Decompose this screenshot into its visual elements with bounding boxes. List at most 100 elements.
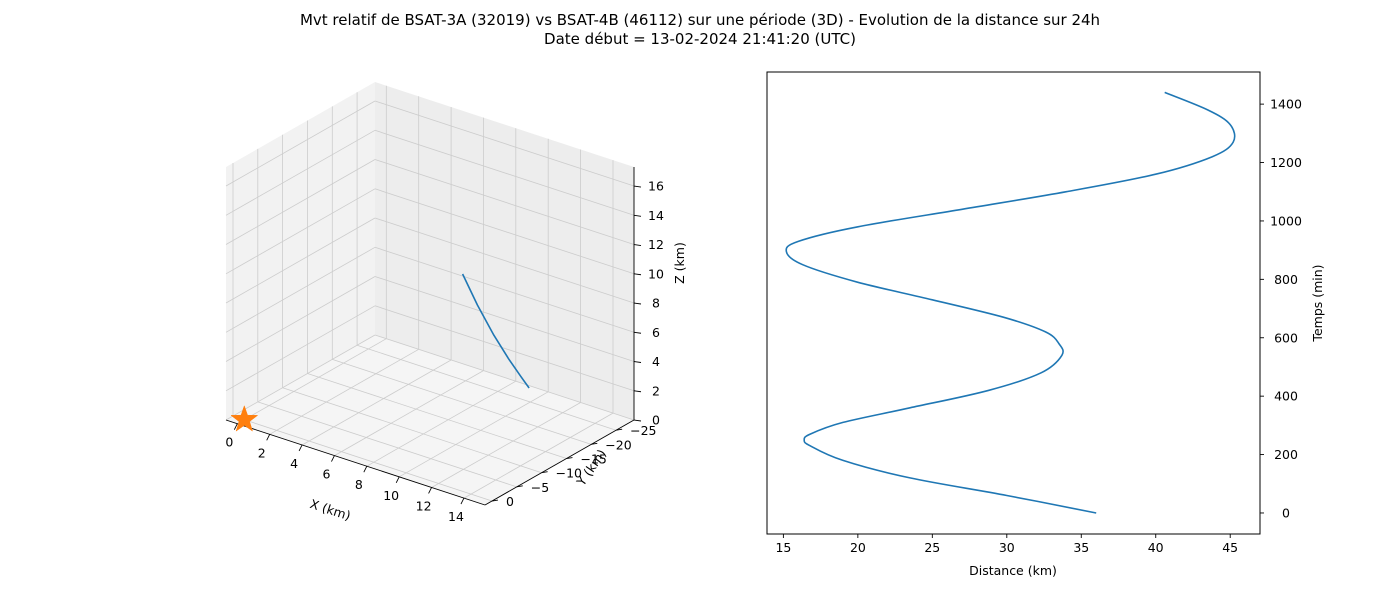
grid-line-z xyxy=(374,159,635,245)
y-tick-label: 1200 xyxy=(1270,155,1302,170)
grid-line-z xyxy=(225,276,376,362)
z-tick-label: 12 xyxy=(648,237,664,252)
back-pane xyxy=(375,82,634,420)
z-tick xyxy=(633,214,642,217)
grid-line-z xyxy=(374,246,635,333)
z-tick-label: 0 xyxy=(652,413,660,428)
x-tick xyxy=(428,487,432,494)
x-tick xyxy=(395,476,400,484)
x-tick-label: 2 xyxy=(258,445,266,460)
chart-3d-relative-motion: 024681012140−5−10−15−20−250246810121416X… xyxy=(225,82,687,524)
z-axis-label: Z (km) xyxy=(672,242,687,284)
z-tick xyxy=(633,331,642,334)
grid-line-z xyxy=(225,100,376,187)
x-tick xyxy=(233,423,238,430)
grid-line-y xyxy=(332,359,592,445)
y-tick-label: 0 xyxy=(1282,506,1290,521)
grid-line-z xyxy=(225,334,376,421)
y-tick-label: −20 xyxy=(605,437,631,452)
y-tick-label: 1000 xyxy=(1270,213,1302,228)
grid-line-y xyxy=(282,387,542,474)
y-tick-label: 0 xyxy=(506,494,514,509)
grid-line-y xyxy=(232,415,493,502)
x-tick-label: 15 xyxy=(775,540,791,555)
y-tick-label: −5 xyxy=(531,480,549,495)
y-tick xyxy=(491,499,499,502)
grid-line-x xyxy=(334,370,484,456)
grid-line-y xyxy=(356,344,617,431)
x-tick-label: 25 xyxy=(924,540,940,555)
y-tick-label: −15 xyxy=(581,452,607,467)
x-tick-label: 40 xyxy=(1148,540,1164,555)
grid-line-y xyxy=(257,401,517,488)
z-tick-label: 6 xyxy=(652,325,660,340)
z-tick xyxy=(633,419,642,422)
floor-pane xyxy=(226,335,634,505)
chart-distance-vs-time: 15 20 25 30 35 40 450200400600800100012001400 … xyxy=(766,71,1325,578)
y-tick-label: 400 xyxy=(1274,389,1298,404)
y-tick xyxy=(541,471,548,474)
z-tick-label: 2 xyxy=(652,383,660,398)
y-tick xyxy=(566,457,573,459)
x-tick xyxy=(363,466,368,473)
grid-line-x xyxy=(399,391,549,478)
y-tick-label: 1400 xyxy=(1270,97,1302,112)
x-tick-label: 0 xyxy=(225,435,233,450)
y-axis-line xyxy=(484,419,635,506)
z-tick-label: 4 xyxy=(652,354,660,369)
x-tick-label: 4 xyxy=(290,456,298,471)
x-tick-label: 6 xyxy=(323,467,331,482)
x-tick xyxy=(460,497,465,505)
x-tick-label: 12 xyxy=(416,499,432,514)
y-tick-label: −10 xyxy=(556,466,582,481)
axis-ticks: 15 20 25 30 35 40 45 0 200 400 600 800 1000 1200 1400 xyxy=(775,97,1302,555)
x-axis-label: X (km) xyxy=(308,496,352,523)
x-axis-line xyxy=(225,419,486,506)
grid-line-z xyxy=(374,129,635,216)
x-tick xyxy=(266,434,271,441)
grid-line-z xyxy=(374,188,635,275)
z-tick xyxy=(633,361,642,363)
plot-frame xyxy=(766,71,1261,535)
x-axis-label: Distance (km) xyxy=(969,563,1057,578)
x-tick-label: 20 xyxy=(850,540,866,555)
x-tick xyxy=(298,444,303,452)
z-tick xyxy=(633,244,642,246)
y-tick-label: 600 xyxy=(1274,330,1298,345)
y-tick xyxy=(616,428,623,431)
grid-line-x xyxy=(237,338,387,425)
z-tick xyxy=(633,185,642,188)
z-tick-label: 10 xyxy=(648,266,664,281)
x-tick-label: 30 xyxy=(999,540,1015,555)
figure-subtitle: Date début = 13-02-2024 21:41:20 (UTC) xyxy=(544,30,856,48)
grid-line-z xyxy=(374,334,635,421)
x-tick xyxy=(331,455,335,462)
series-line-distance-0 xyxy=(785,91,1236,514)
z-tick-label: 8 xyxy=(652,296,660,311)
grid-line-x xyxy=(431,402,581,488)
grid-line-z xyxy=(225,217,376,304)
grid-line-z xyxy=(374,305,635,392)
grid-line-x xyxy=(301,359,452,446)
left-pane xyxy=(226,82,375,420)
x-tick-label: 8 xyxy=(355,477,363,492)
y-tick-label: 800 xyxy=(1274,272,1298,287)
x-tick-label: 35 xyxy=(1073,540,1089,555)
x-tick-label: 10 xyxy=(383,488,399,503)
z-tick-label: 16 xyxy=(648,179,664,194)
x-tick-label: 14 xyxy=(448,509,464,524)
grid-line-z xyxy=(374,217,635,304)
figure-title: Mvt relatif de BSAT-3A (32019) vs BSAT-4… xyxy=(300,11,1100,29)
y-tick-label: 200 xyxy=(1274,447,1298,462)
grid-line-x xyxy=(463,412,614,499)
z-tick xyxy=(633,273,642,276)
grid-line-x xyxy=(269,348,419,435)
z-tick xyxy=(633,390,642,393)
series-line-3d-0 xyxy=(461,273,530,389)
reference-star-marker xyxy=(230,405,259,432)
grid-line-x xyxy=(366,380,516,467)
z-tick xyxy=(633,302,642,305)
grid-line-z xyxy=(225,188,376,275)
grid-line-z xyxy=(374,100,635,187)
